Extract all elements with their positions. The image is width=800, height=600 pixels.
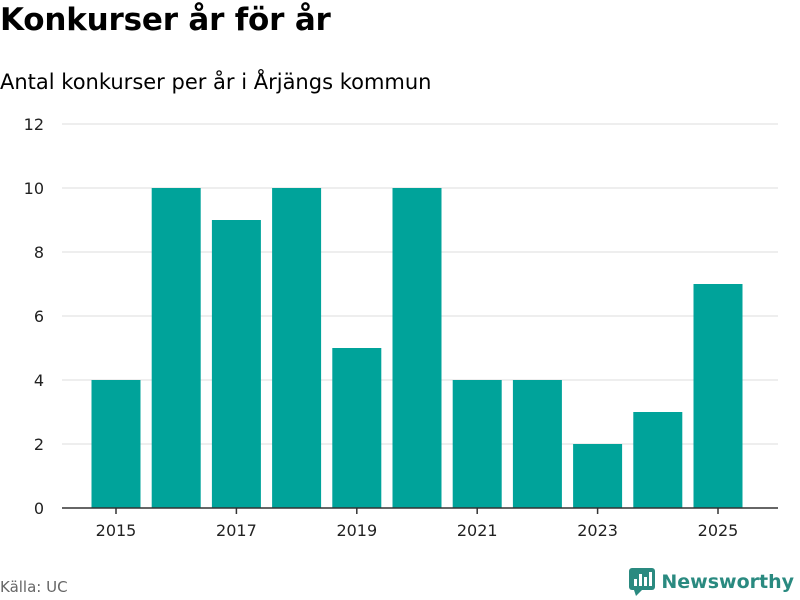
newsworthy-icon	[629, 568, 656, 596]
bar-2023	[573, 444, 623, 508]
y-tick-label: 12	[24, 115, 44, 134]
x-tick-label: 2019	[336, 521, 377, 540]
bar-2020	[392, 188, 442, 508]
chart-title: Konkurser år för år	[0, 2, 331, 38]
x-tick-label: 2023	[577, 521, 618, 540]
brand-name: Newsworthy	[661, 571, 794, 593]
x-axis-ticks: 2015 2017 2019 2021 2023 2025	[96, 508, 739, 540]
bar-2025	[693, 284, 743, 508]
y-tick-label: 0	[34, 499, 44, 518]
x-tick-label: 2025	[698, 521, 739, 540]
x-tick-label: 2017	[216, 521, 257, 540]
y-tick-label: 10	[24, 179, 44, 198]
bar-2015	[91, 380, 141, 508]
bar-2019	[332, 348, 382, 508]
x-tick-label: 2015	[96, 521, 137, 540]
bars	[91, 188, 743, 508]
brand-logo: Newsworthy	[629, 568, 794, 596]
bar-2021	[452, 380, 502, 508]
bar-2018	[272, 188, 322, 508]
y-axis-ticks: 0 2 4 6 8 10 12	[24, 115, 44, 518]
y-tick-label: 8	[34, 243, 44, 262]
bar-2016	[151, 188, 201, 508]
bar-2024	[633, 412, 683, 508]
chart-subtitle: Antal konkurser per år i Årjängs kommun	[0, 70, 432, 94]
y-tick-label: 6	[34, 307, 44, 326]
source-label: Källa: UC	[0, 578, 68, 596]
y-tick-label: 2	[34, 435, 44, 454]
bar-2022	[512, 380, 562, 508]
bar-2017	[211, 220, 261, 508]
y-tick-label: 4	[34, 371, 44, 390]
x-tick-label: 2021	[457, 521, 498, 540]
